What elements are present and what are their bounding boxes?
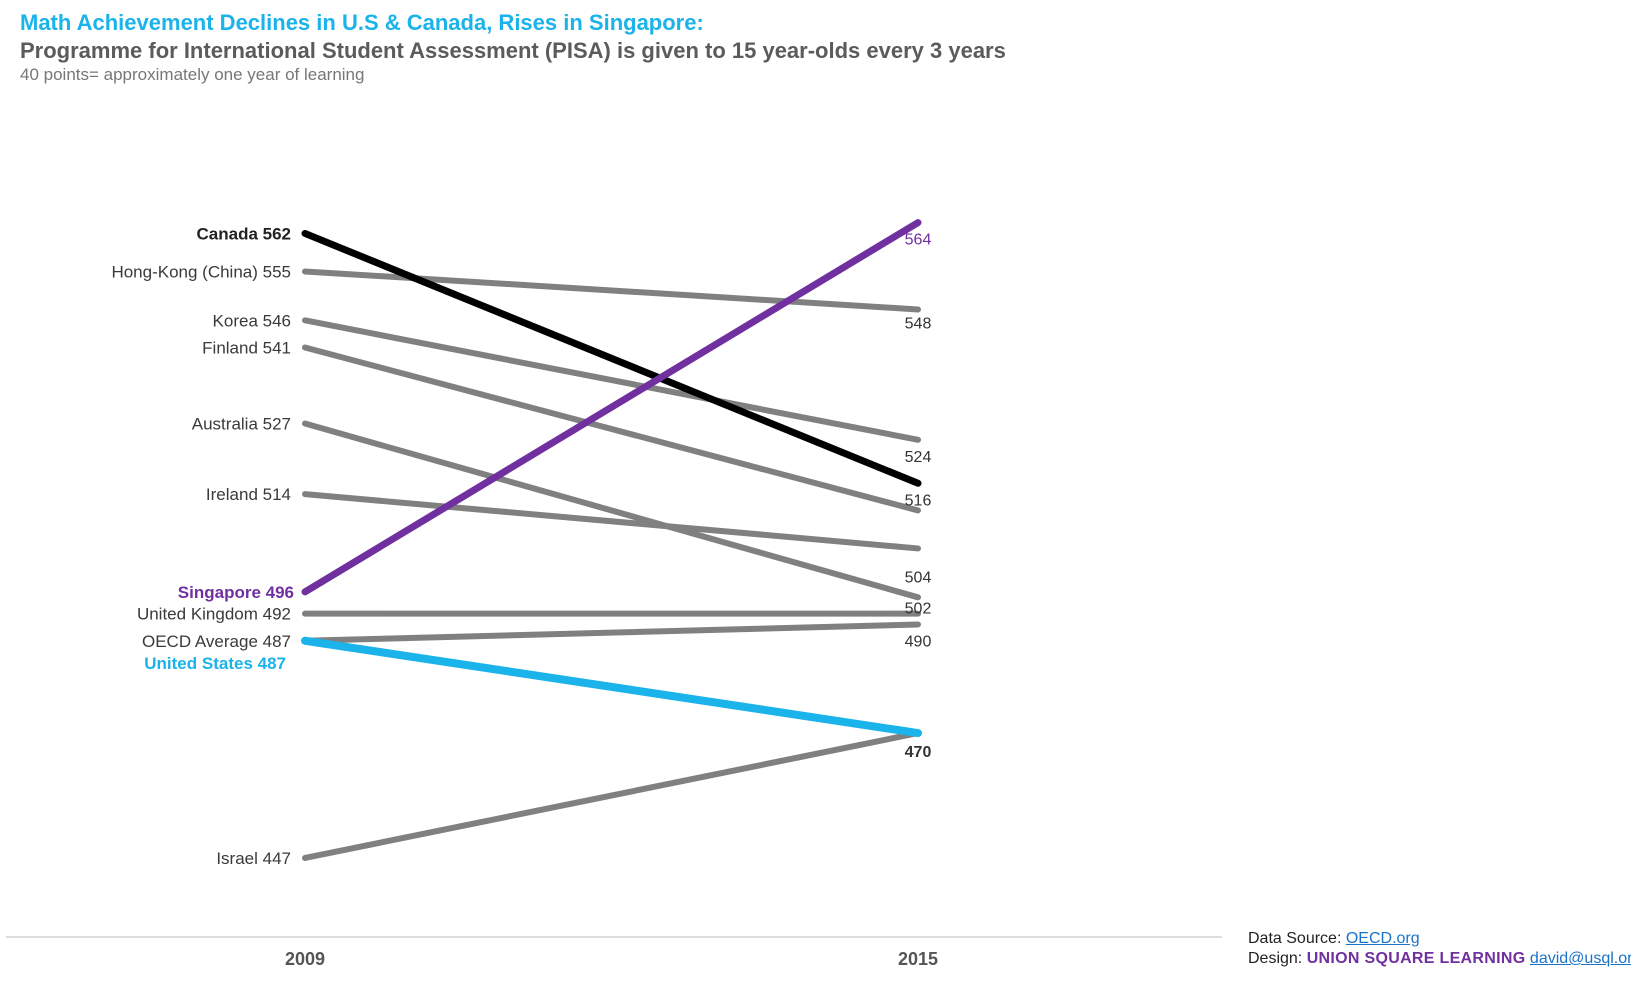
x-tick-label-2015: 2015 bbox=[898, 949, 938, 969]
end-label-oecd-average: 490 bbox=[905, 633, 932, 650]
data-source-label: Data Source: bbox=[1248, 930, 1342, 947]
end-label-hong-kong-china: 548 bbox=[905, 315, 932, 332]
end-label-singapore: 564 bbox=[905, 232, 932, 249]
series-line-australia bbox=[302, 420, 921, 601]
series-line-israel bbox=[302, 730, 921, 861]
start-label-israel: Israel 447 bbox=[216, 849, 291, 868]
chart-title: Math Achievement Declines in U.S & Canad… bbox=[20, 10, 704, 35]
start-label-united-states: United States 487 bbox=[144, 654, 286, 673]
start-label-finland: Finland 541 bbox=[202, 338, 291, 357]
x-tick-label-2009: 2009 bbox=[285, 949, 325, 969]
design-credit: Design: UNION SQUARE LEARNING david@usql… bbox=[1248, 950, 1631, 968]
design-brand: UNION SQUARE LEARNING bbox=[1306, 950, 1526, 967]
chart-subtitle: Programme for International Student Asse… bbox=[20, 38, 1006, 63]
series-line-oecd-average bbox=[302, 621, 921, 644]
end-label-united-states: 470 bbox=[905, 744, 932, 761]
design-email-link[interactable]: david@usql.org bbox=[1529, 950, 1631, 967]
data-source: Data Source: OECD.org bbox=[1248, 930, 1420, 948]
series-line-singapore bbox=[301, 219, 922, 596]
start-label-canada: Canada 562 bbox=[197, 224, 292, 243]
start-label-hong-kong-china: Hong-Kong (China) 555 bbox=[111, 262, 291, 281]
end-label-ireland: 504 bbox=[905, 569, 932, 586]
series-line-finland bbox=[302, 344, 921, 514]
design-label: Design: bbox=[1248, 950, 1303, 967]
start-label-oecd-average: OECD Average 487 bbox=[142, 632, 291, 651]
series-line-united-states bbox=[301, 636, 922, 738]
data-source-link[interactable]: OECD.org bbox=[1345, 930, 1420, 947]
start-label-australia: Australia 527 bbox=[192, 415, 291, 434]
start-label-ireland: Ireland 514 bbox=[206, 485, 291, 504]
end-label-korea: 524 bbox=[905, 449, 932, 466]
end-label-australia: 502 bbox=[905, 600, 932, 617]
chart-note: 40 points= approximately one year of lea… bbox=[20, 65, 365, 84]
series-line-ireland bbox=[302, 491, 921, 552]
start-label-singapore: Singapore 496 bbox=[178, 583, 294, 602]
start-label-united-kingdom: United Kingdom 492 bbox=[137, 605, 291, 624]
series-line-canada bbox=[301, 229, 922, 487]
end-label-canada: 516 bbox=[905, 492, 932, 509]
start-label-korea: Korea 546 bbox=[213, 311, 291, 330]
series-line-korea bbox=[302, 317, 921, 443]
